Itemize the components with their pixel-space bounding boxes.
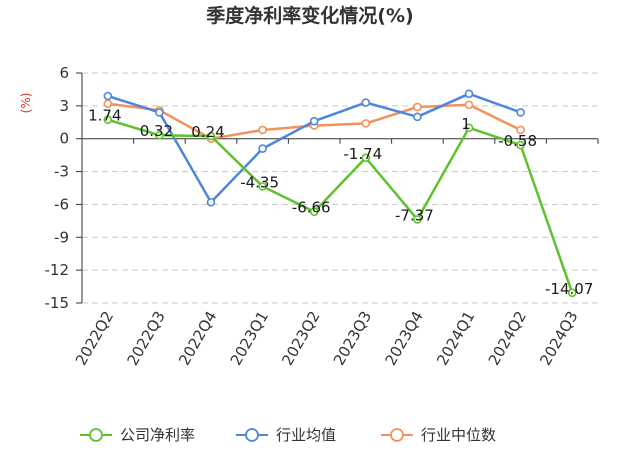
- y-tick-label: -9: [54, 228, 69, 246]
- data-label: -4.35: [240, 173, 279, 191]
- data-label: -7.37: [395, 206, 434, 224]
- data-point: [258, 125, 267, 135]
- data-label: -0.58: [498, 132, 537, 150]
- legend-label: 公司净利率: [120, 426, 195, 444]
- series-line: [107, 118, 574, 294]
- y-tick-label: 6: [59, 64, 69, 82]
- data-point: [155, 108, 164, 117]
- y-tick-label: -12: [45, 261, 70, 279]
- x-tick-label: 2022Q2: [72, 308, 117, 369]
- y-tick-label: -6: [54, 195, 69, 213]
- data-label: -14.07: [545, 280, 593, 298]
- x-tick-label: 2022Q4: [175, 308, 220, 369]
- data-point: [103, 91, 113, 101]
- data-label: 0.24: [191, 123, 224, 141]
- data-point: [464, 123, 474, 133]
- data-point: [361, 153, 371, 163]
- x-tick-label: 2023Q3: [330, 308, 375, 369]
- legend-marker: [89, 428, 103, 442]
- data-labels: 1.74 0.32 0.24 -4.35 -6.66 -1.74 -7.37 1 -0.58 -1…: [88, 107, 593, 298]
- data-label: 1.74: [88, 107, 121, 125]
- data-point: [464, 89, 474, 99]
- legend-label: 行业均值: [276, 426, 336, 444]
- data-point: [413, 215, 422, 224]
- data-label: 1: [461, 115, 471, 133]
- legend-item: 行业中位数: [381, 426, 496, 444]
- data-point: [309, 207, 319, 216]
- x-tick-label: 2024Q2: [485, 308, 530, 369]
- data-point: [464, 100, 474, 110]
- y-tick-label: 3: [59, 97, 69, 115]
- data-point: [155, 130, 164, 140]
- data-point: [516, 108, 525, 117]
- y-tick-label: -3: [54, 163, 69, 181]
- data-point: [258, 182, 267, 191]
- x-tick-label: 2023Q2: [278, 308, 323, 369]
- legend-label: 行业中位数: [421, 426, 496, 444]
- legend-item: 行业均值: [236, 426, 336, 444]
- x-tick-label: 2024Q1: [433, 308, 478, 369]
- data-point: [206, 131, 216, 141]
- data-point: [103, 115, 113, 124]
- y-axis-label: (%): [19, 93, 33, 114]
- data-point: [258, 144, 267, 153]
- data-label: -1.74: [343, 145, 382, 163]
- data-point: [567, 288, 577, 298]
- data-label: -6.66: [292, 199, 331, 217]
- legend-item: 公司净利率: [80, 426, 195, 444]
- series-layer: [103, 89, 577, 298]
- data-label: 0.32: [140, 122, 173, 140]
- data-point: [309, 116, 319, 126]
- chart-title: 季度净利率变化情况(%): [206, 4, 413, 27]
- y-tick-label: 0: [59, 130, 69, 148]
- legend-marker: [245, 428, 259, 442]
- legend-marker: [390, 428, 404, 442]
- x-tick-label: 2023Q4: [382, 308, 427, 369]
- legend: 公司净利率 行业均值 行业中位数: [80, 426, 496, 444]
- data-point: [361, 119, 371, 128]
- data-point: [361, 98, 371, 107]
- data-point: [516, 125, 525, 135]
- y-tick-label: -15: [45, 294, 70, 312]
- data-point: [206, 197, 216, 207]
- data-point: [413, 102, 422, 112]
- x-tick-label: 2023Q1: [227, 308, 272, 369]
- data-point: [516, 140, 525, 150]
- grid: [82, 72, 598, 304]
- x-tick-label: 2024Q3: [536, 308, 581, 369]
- x-tick-label: 2022Q3: [124, 308, 169, 369]
- data-point: [413, 112, 422, 122]
